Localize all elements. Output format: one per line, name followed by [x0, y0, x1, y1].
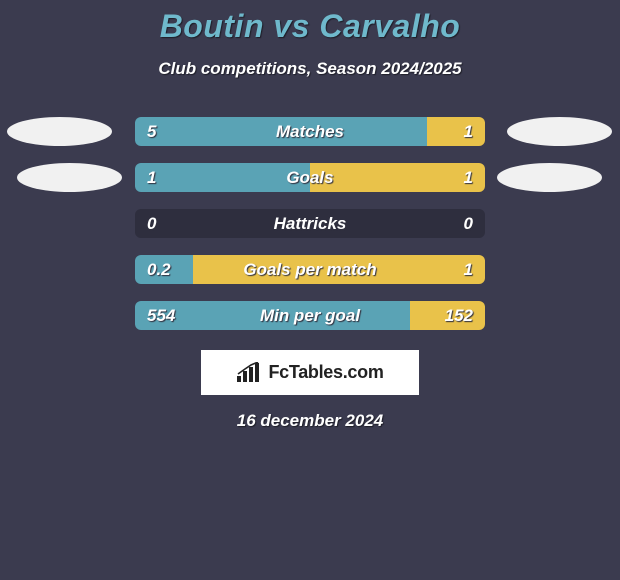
stat-value-left: 5 [147, 117, 156, 146]
stat-value-left: 1 [147, 163, 156, 192]
player-pill-right [497, 163, 602, 192]
stat-label: Hattricks [135, 209, 485, 238]
stat-bar-right [193, 255, 485, 284]
source-logo: FcTables.com [201, 350, 419, 395]
stat-bar-track: Goals [135, 163, 485, 192]
player-pill-right [507, 117, 612, 146]
stat-row: Hattricks0 0 [0, 209, 620, 238]
stat-value-left: 0 [147, 209, 156, 238]
page-subtitle: Club competitions, Season 2024/2025 [0, 59, 620, 79]
stat-value-right: 1 [464, 163, 473, 192]
stat-bar-track: Matches [135, 117, 485, 146]
stat-bar-right [310, 163, 485, 192]
stat-value-right: 1 [464, 255, 473, 284]
stat-row: Goals per match0.2 1 [0, 255, 620, 284]
player-pill-left [17, 163, 122, 192]
stat-bar-right [427, 117, 485, 146]
logo-text: FcTables.com [268, 362, 383, 383]
comparison-infographic: Boutin vs Carvalho Club competitions, Se… [0, 0, 620, 580]
bar-chart-icon [236, 362, 262, 384]
stat-rows: Matches51Goals11Hattricks00Goals per mat… [0, 117, 620, 330]
stat-bar-left [135, 301, 410, 330]
player-pill-left [7, 117, 112, 146]
stat-row: Goals1 1 [0, 163, 620, 192]
stat-row: Matches5 1 [0, 117, 620, 146]
date-label: 16 december 2024 [0, 411, 620, 431]
stat-bar-track: Hattricks [135, 209, 485, 238]
stat-value-left: 554 [147, 301, 175, 330]
stat-bar-left [135, 163, 310, 192]
stat-value-right: 1 [464, 117, 473, 146]
stat-value-right: 0 [464, 209, 473, 238]
page-title: Boutin vs Carvalho [0, 0, 620, 45]
stat-row: Min per goal554 152 [0, 301, 620, 330]
stat-bar-left [135, 117, 427, 146]
stat-value-left: 0.2 [147, 255, 171, 284]
stat-bar-track: Goals per match [135, 255, 485, 284]
stat-bar-track: Min per goal [135, 301, 485, 330]
stat-value-right: 152 [445, 301, 473, 330]
